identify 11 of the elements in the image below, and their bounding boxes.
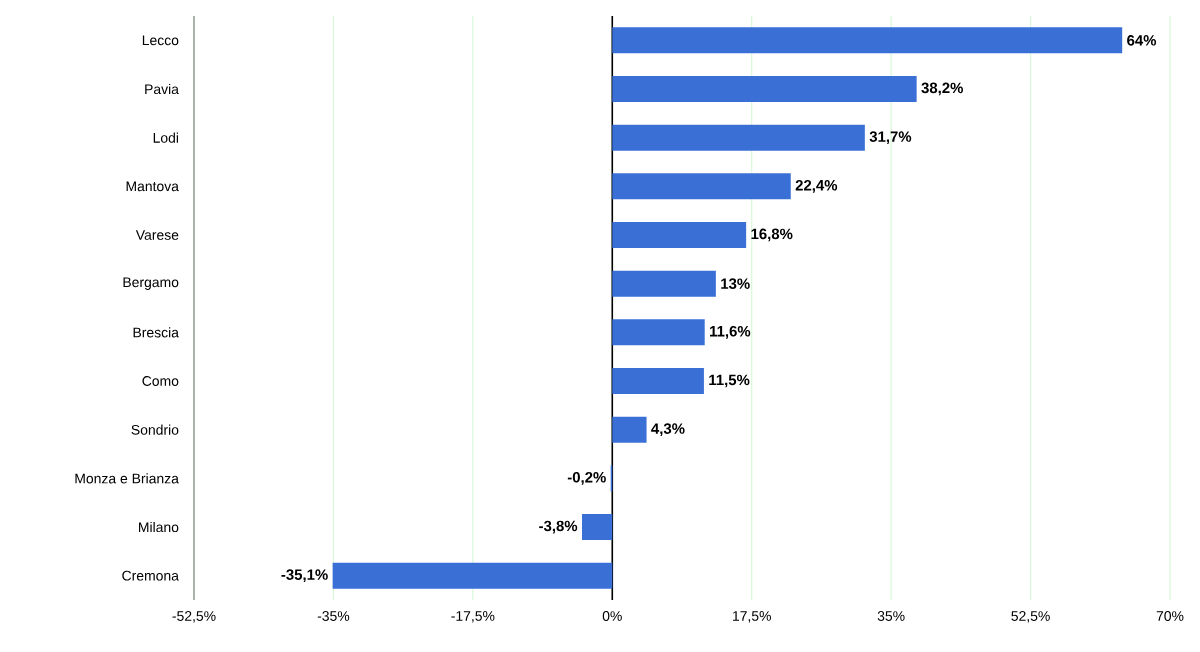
bar	[612, 27, 1123, 54]
bar	[612, 173, 791, 200]
bar	[612, 270, 716, 297]
bar	[582, 514, 613, 540]
bar	[612, 124, 865, 151]
bar	[612, 319, 705, 346]
bar	[612, 76, 917, 102]
bar	[332, 562, 613, 589]
bar	[612, 222, 747, 248]
bar	[612, 368, 704, 394]
bar	[612, 416, 647, 443]
